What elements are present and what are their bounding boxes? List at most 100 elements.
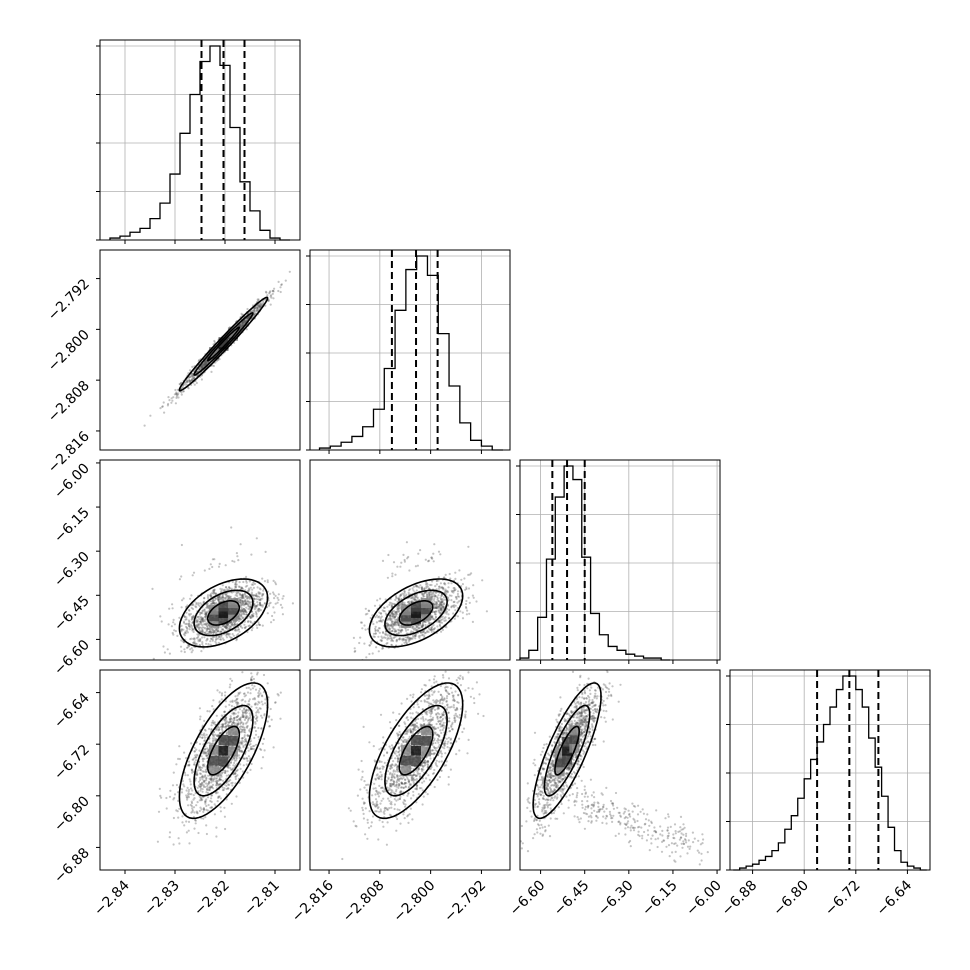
scatter-point — [241, 321, 244, 324]
scatter-point — [243, 708, 246, 711]
scatter-point — [421, 593, 424, 597]
scatter-point — [254, 310, 257, 313]
scatter-point — [398, 624, 401, 627]
scatter-point — [214, 638, 218, 641]
scatter-point — [386, 638, 389, 641]
scatter-point — [220, 634, 223, 637]
scatter-point — [270, 718, 273, 721]
scatter-point — [256, 595, 259, 598]
scatter-point — [242, 776, 245, 779]
scatter-point — [380, 612, 383, 615]
scatter-point — [397, 597, 400, 600]
scatter-point — [250, 583, 253, 586]
scatter-point — [439, 608, 442, 611]
scatter-point — [254, 733, 258, 736]
scatter-point — [197, 620, 200, 623]
scatter-point — [261, 594, 264, 598]
scatter-point — [252, 597, 255, 600]
scatter-point — [212, 636, 215, 639]
scatter-point — [249, 606, 252, 609]
scatter-point — [441, 600, 444, 604]
scatter-point — [191, 607, 195, 611]
scatter-point — [239, 592, 242, 595]
scatter-point — [204, 360, 207, 363]
density-cell — [209, 617, 220, 628]
scatter-point — [269, 295, 272, 298]
scatter-point — [249, 742, 252, 746]
scatter-point — [238, 596, 241, 599]
scatter-point — [440, 609, 443, 612]
scatter-point — [160, 620, 163, 623]
scatter-point — [215, 627, 218, 631]
scatter-point — [250, 678, 253, 681]
scatter-point — [401, 602, 404, 605]
scatter-point — [461, 617, 465, 620]
scatter-point — [193, 643, 196, 646]
scatter-point — [434, 606, 437, 610]
scatter-point — [229, 700, 232, 703]
scatter-point — [398, 598, 401, 601]
scatter-point — [242, 607, 245, 611]
scatter-point — [243, 610, 246, 614]
scatter-point — [198, 628, 201, 631]
scatter-point — [434, 613, 437, 616]
scatter-point — [194, 756, 198, 759]
scatter-point — [206, 594, 210, 597]
scatter-point — [202, 631, 205, 634]
scatter-point — [238, 781, 241, 785]
scatter-point — [185, 629, 189, 632]
scatter-point — [218, 596, 221, 599]
scatter-point — [243, 626, 247, 629]
scatter-point — [250, 553, 253, 556]
scatter-point — [430, 616, 433, 619]
scatter-point — [433, 606, 436, 610]
scatter-point — [408, 637, 411, 640]
scatter-point — [397, 631, 400, 634]
scatter-point — [185, 605, 188, 608]
scatter-point — [435, 607, 438, 610]
scatter-point — [189, 626, 192, 629]
scatter-point — [422, 593, 425, 596]
scatter-point — [187, 790, 190, 793]
scatter-point — [239, 763, 242, 766]
scatter-point — [193, 638, 196, 641]
scatter-point — [405, 629, 408, 632]
scatter-point — [274, 581, 277, 584]
scatter-point — [190, 787, 193, 790]
scatter-point — [453, 617, 456, 620]
scatter-point — [250, 601, 253, 604]
scatter-point — [183, 785, 186, 788]
scatter-point — [241, 594, 244, 597]
scatter-point — [267, 299, 270, 303]
scatter-point — [258, 304, 261, 307]
scatter-point — [375, 646, 378, 649]
scatter-point — [224, 593, 227, 596]
scatter-point — [430, 626, 433, 630]
scatter-point — [249, 739, 253, 743]
scatter-point — [182, 620, 186, 623]
scatter-point — [197, 602, 200, 605]
scatter-point — [199, 612, 202, 615]
scatter-point — [257, 694, 260, 698]
scatter-point — [204, 361, 207, 364]
scatter-point — [241, 737, 244, 740]
scatter-point — [420, 625, 424, 628]
scatter-point — [201, 758, 204, 761]
scatter-point — [251, 684, 254, 687]
scatter-point — [195, 381, 198, 385]
scatter-point — [240, 612, 243, 615]
scatter-point — [171, 399, 174, 402]
scatter-point — [248, 712, 251, 715]
scatter-point — [199, 621, 203, 624]
scatter-point — [252, 614, 255, 618]
scatter-point — [209, 593, 212, 597]
scatter-point — [176, 388, 179, 391]
scatter-point — [198, 617, 201, 621]
scatter-point — [216, 630, 220, 633]
scatter-point — [234, 623, 238, 627]
axis-frame — [309, 249, 511, 451]
scatter-point — [227, 721, 231, 724]
scatter-point — [206, 627, 209, 631]
scatter-point — [240, 322, 243, 325]
scatter-point — [234, 777, 237, 781]
